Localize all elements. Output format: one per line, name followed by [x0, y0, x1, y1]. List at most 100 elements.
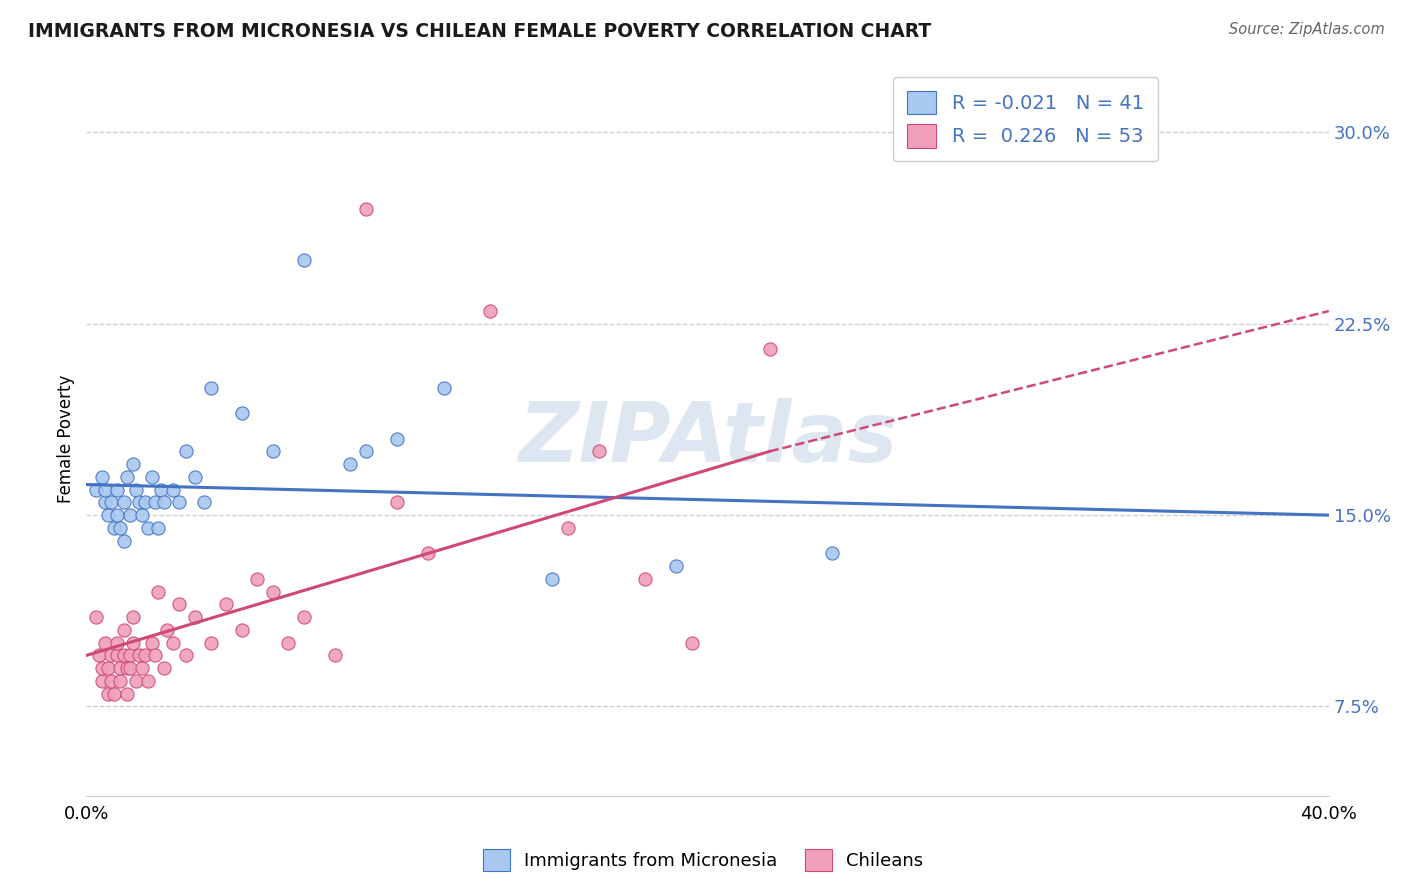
Point [143, 495, 166, 509]
Point [821, 546, 844, 560]
Point [162, 636, 184, 650]
Point [128, 648, 150, 663]
Point [588, 444, 610, 458]
Point [681, 636, 703, 650]
Point [416, 546, 439, 560]
Point [125, 673, 148, 688]
Point [94, 636, 117, 650]
Point [169, 495, 191, 509]
Legend: Immigrants from Micronesia, Chileans: Immigrants from Micronesia, Chileans [475, 842, 931, 879]
Point [115, 470, 138, 484]
Point [138, 521, 160, 535]
Point [184, 470, 207, 484]
Point [118, 648, 141, 663]
Point [125, 483, 148, 497]
Point [103, 521, 125, 535]
Point [103, 687, 125, 701]
Point [385, 432, 408, 446]
Point [149, 483, 172, 497]
Point [292, 610, 315, 624]
Point [557, 521, 579, 535]
Point [90, 470, 112, 484]
Point [94, 495, 117, 509]
Point [231, 406, 253, 420]
Point [146, 584, 169, 599]
Point [146, 521, 169, 535]
Point [122, 457, 145, 471]
Point [156, 623, 179, 637]
Point [131, 508, 153, 523]
Point [112, 648, 135, 663]
Point [87, 648, 110, 663]
Point [339, 457, 361, 471]
Point [94, 483, 117, 497]
Point [115, 661, 138, 675]
Point [115, 687, 138, 701]
Point [84, 483, 107, 497]
Point [277, 636, 299, 650]
Point [141, 470, 163, 484]
Point [122, 610, 145, 624]
Point [184, 610, 207, 624]
Point [432, 381, 454, 395]
Point [479, 304, 502, 318]
Point [105, 648, 128, 663]
Point [354, 444, 377, 458]
Point [118, 661, 141, 675]
Point [134, 495, 156, 509]
Point [100, 495, 122, 509]
Point [122, 636, 145, 650]
Point [97, 661, 120, 675]
Point [634, 572, 657, 586]
Point [97, 508, 120, 523]
Point [110, 661, 132, 675]
Text: Source: ZipAtlas.com: Source: ZipAtlas.com [1229, 22, 1385, 37]
Point [385, 495, 408, 509]
Point [665, 559, 688, 574]
Point [110, 673, 132, 688]
Text: ZIPAtlas: ZIPAtlas [517, 398, 897, 479]
Point [112, 495, 135, 509]
Y-axis label: Female Poverty: Female Poverty [58, 375, 75, 503]
Point [118, 508, 141, 523]
Point [153, 661, 176, 675]
Point [112, 623, 135, 637]
Point [143, 648, 166, 663]
Point [215, 598, 238, 612]
Point [162, 483, 184, 497]
Point [100, 673, 122, 688]
Point [231, 623, 253, 637]
Point [541, 572, 564, 586]
Point [131, 661, 153, 675]
Point [110, 521, 132, 535]
Text: IMMIGRANTS FROM MICRONESIA VS CHILEAN FEMALE POVERTY CORRELATION CHART: IMMIGRANTS FROM MICRONESIA VS CHILEAN FE… [28, 22, 931, 41]
Point [354, 202, 377, 216]
Point [128, 495, 150, 509]
Point [174, 444, 197, 458]
Point [323, 648, 346, 663]
Point [138, 673, 160, 688]
Point [90, 673, 112, 688]
Point [246, 572, 269, 586]
Point [262, 444, 284, 458]
Point [97, 687, 120, 701]
Point [200, 636, 222, 650]
Point [105, 636, 128, 650]
Point [153, 495, 176, 509]
Point [141, 636, 163, 650]
Point [193, 495, 215, 509]
Point [174, 648, 197, 663]
Point [134, 648, 156, 663]
Point [169, 598, 191, 612]
Legend: R = -0.021   N = 41, R =  0.226   N = 53: R = -0.021 N = 41, R = 0.226 N = 53 [893, 77, 1157, 161]
Point [100, 648, 122, 663]
Point [105, 483, 128, 497]
Point [84, 610, 107, 624]
Point [105, 508, 128, 523]
Point [112, 533, 135, 548]
Point [200, 381, 222, 395]
Point [758, 343, 780, 357]
Point [262, 584, 284, 599]
Point [292, 253, 315, 268]
Point [90, 661, 112, 675]
